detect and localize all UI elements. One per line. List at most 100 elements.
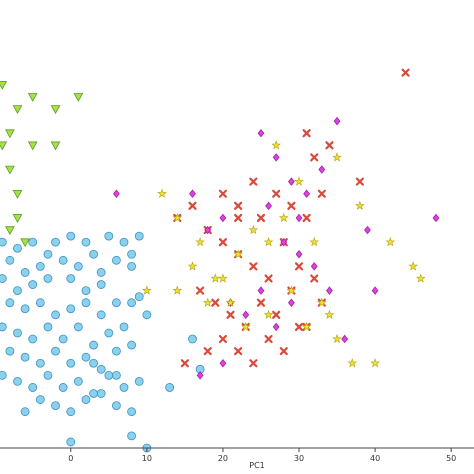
circle-point — [112, 346, 121, 356]
circle-point — [66, 437, 76, 447]
x-point — [287, 201, 296, 210]
triangle-point — [5, 129, 15, 139]
star-point — [408, 261, 418, 271]
triangle-point — [50, 141, 61, 151]
circle-point — [127, 431, 137, 441]
circle-point — [127, 249, 137, 259]
x-axis-ticks: 0 10 20 30 40 50 — [68, 448, 456, 463]
series-1 — [0, 80, 84, 248]
series-2 — [173, 68, 410, 368]
circle-point — [73, 261, 83, 271]
star-point — [301, 321, 312, 332]
x-axis-label: PC1 — [249, 461, 265, 470]
x-tick-label: 40 — [370, 454, 380, 463]
diamond-point — [196, 371, 204, 380]
x-point — [317, 189, 326, 198]
circle-point — [112, 298, 121, 308]
circle-point — [0, 322, 7, 332]
triangle-point — [50, 105, 61, 114]
circle-point — [81, 286, 91, 295]
x-point — [249, 262, 258, 271]
triangle-point — [12, 189, 23, 199]
x-point — [279, 347, 288, 356]
star-point — [316, 297, 327, 307]
circle-point — [13, 286, 22, 295]
star-point — [415, 273, 426, 283]
x-point — [226, 310, 235, 319]
circle-point — [165, 383, 175, 392]
x-point — [249, 177, 258, 186]
circle-point — [28, 280, 38, 289]
star-point — [172, 212, 183, 223]
star-point — [202, 297, 213, 307]
x-tick-label: 20 — [218, 454, 228, 463]
diamond-point — [257, 128, 265, 138]
x-point — [294, 322, 304, 332]
star-point — [332, 333, 342, 344]
triangle-point — [12, 214, 23, 223]
circle-point — [81, 237, 91, 247]
circle-point — [0, 274, 7, 283]
series-0 — [0, 231, 205, 453]
star-point — [294, 176, 304, 186]
x-point — [302, 129, 311, 138]
x-point — [355, 177, 364, 186]
diamond-point — [219, 213, 227, 223]
x-point — [256, 298, 266, 307]
diamond-point — [257, 286, 265, 295]
circle-point — [28, 237, 38, 247]
diamond-point — [295, 250, 303, 259]
circle-point — [134, 377, 144, 386]
circle-point — [13, 328, 22, 338]
circle-point — [89, 340, 98, 350]
star-point — [225, 297, 236, 307]
x-point — [180, 359, 189, 368]
circle-point — [20, 268, 30, 277]
x-point — [302, 213, 311, 223]
circle-point — [35, 395, 45, 404]
circle-point — [66, 358, 76, 368]
series-4 — [141, 140, 426, 368]
diamond-point — [310, 262, 318, 271]
circle-point — [89, 249, 98, 259]
circle-point — [5, 255, 15, 265]
triangle-point — [0, 80, 8, 90]
circle-point — [89, 358, 98, 368]
x-point — [264, 274, 273, 283]
circle-point — [96, 280, 106, 289]
x-point — [196, 286, 205, 295]
circle-point — [73, 322, 83, 332]
diamond-point — [295, 213, 303, 223]
circle-point — [5, 346, 15, 356]
x-tick-label: 10 — [142, 454, 152, 463]
circle-point — [0, 370, 7, 380]
star-point — [278, 212, 289, 223]
circle-point — [119, 322, 129, 332]
circle-point — [66, 407, 76, 417]
circle-point — [20, 407, 30, 417]
diamond-point — [326, 286, 333, 295]
star-point — [218, 273, 228, 283]
diamond-point — [204, 225, 212, 235]
star-point — [187, 261, 198, 271]
diamond-point — [189, 189, 196, 198]
x-point — [256, 213, 266, 223]
star-point — [309, 237, 320, 247]
circle-point — [43, 370, 53, 380]
circle-point — [96, 310, 106, 320]
circle-point — [81, 395, 91, 404]
x-point — [401, 68, 410, 77]
triangle-point — [5, 226, 15, 236]
diamond-point — [333, 116, 341, 126]
circle-point — [127, 340, 137, 350]
circle-point — [81, 298, 91, 308]
x-point — [325, 141, 334, 150]
x-point — [218, 238, 228, 247]
star-point — [172, 285, 183, 295]
diamond-point — [341, 334, 349, 344]
circle-point — [89, 389, 98, 398]
circle-point — [66, 274, 76, 283]
circle-point — [96, 364, 106, 374]
circle-point — [127, 261, 137, 271]
